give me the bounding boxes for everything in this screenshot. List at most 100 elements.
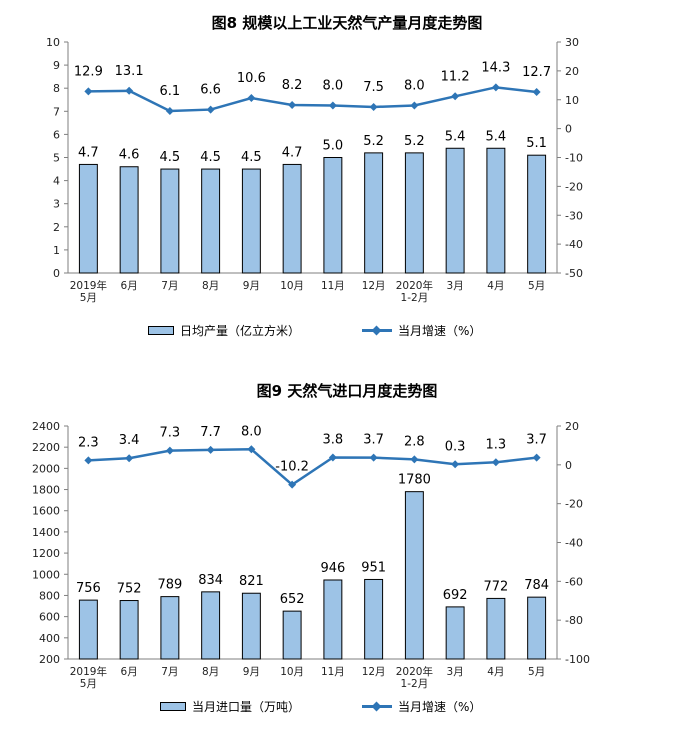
bar: [201, 168, 221, 274]
bar: [323, 579, 343, 660]
chart-canvas: 2004006008001000120014001600180020002200…: [32, 420, 590, 690]
bar: [119, 600, 139, 660]
bar: [282, 610, 302, 660]
bar-data-label: 756: [76, 581, 101, 596]
y-tick-label-left: 1600: [32, 505, 60, 518]
y-tick-label-right: 0: [565, 123, 572, 136]
line-data-label: 3.8: [323, 432, 344, 447]
y-tick-label-left: 200: [39, 653, 60, 666]
legend-line-swatch: [362, 702, 392, 711]
line-point: [288, 100, 297, 109]
line-point: [369, 102, 378, 111]
bar: [323, 157, 343, 274]
x-tick-label: 8月: [202, 280, 219, 292]
line-point: [328, 453, 337, 462]
legend-item-bar: 当月进口量（万吨）: [160, 698, 300, 715]
line-data-label: 7.5: [363, 80, 384, 95]
bar-data-label: 5.0: [323, 139, 344, 154]
legend-line-swatch: [362, 326, 392, 335]
bar: [282, 163, 302, 274]
y-tick-label-right: -10: [565, 152, 583, 165]
x-tick-label: 9月: [243, 666, 260, 678]
y-tick-label-left: 4: [53, 175, 60, 188]
bar-data-label: 4.7: [282, 145, 303, 160]
y-tick-label-left: 400: [39, 632, 60, 645]
line-data-label: 14.3: [481, 60, 510, 75]
line-data-label: 8.0: [404, 79, 425, 94]
bar: [201, 591, 221, 660]
bar: [364, 578, 384, 660]
bar: [78, 599, 98, 660]
bar-data-label: 5.4: [486, 129, 507, 144]
bar: [404, 491, 424, 660]
legend-label: 当月增速（%）: [398, 700, 482, 714]
bar: [241, 592, 261, 660]
line-point: [451, 92, 460, 101]
x-tick-label: 11月: [321, 666, 345, 678]
bar-data-label: 4.7: [78, 145, 99, 160]
line-data-label: 6.6: [200, 83, 221, 98]
line-point: [410, 455, 419, 464]
line-data-label: 13.1: [115, 64, 144, 79]
x-tick-label: 5月: [528, 666, 545, 678]
y-tick-label-right: 10: [565, 94, 579, 107]
x-tick-label: 5月: [80, 292, 97, 304]
y-tick-label-right: -20: [565, 498, 583, 511]
y-tick-label-right: -20: [565, 180, 583, 193]
y-tick-label-right: -50: [565, 267, 583, 280]
line-data-label: 7.3: [160, 426, 181, 441]
bar-data-label: 946: [320, 561, 345, 576]
bar: [160, 168, 180, 274]
legend-label: 当月进口量（万吨）: [192, 700, 301, 714]
y-tick-label-left: 1200: [32, 547, 60, 560]
y-tick-label-right: -100: [565, 653, 590, 666]
legend-item-bar: 日均产量（亿立方米）: [148, 322, 300, 339]
line-point: [84, 456, 93, 465]
bar: [364, 152, 384, 274]
x-tick-label: 4月: [487, 666, 504, 678]
line-data-label: 3.7: [363, 433, 384, 448]
bar-data-label: 4.5: [200, 150, 221, 165]
y-tick-label-right: 30: [565, 36, 579, 49]
x-tick-label: 5月: [528, 280, 545, 292]
legend-item-line: 当月增速（%）: [362, 698, 481, 715]
x-tick-label: 5月: [80, 678, 97, 690]
chart-title: 图8 规模以上工业天然气产量月度走势图: [211, 14, 483, 32]
line-data-label: 1.3: [486, 437, 507, 452]
y-tick-label-left: 2000: [32, 462, 60, 475]
y-tick-label-right: -80: [565, 614, 583, 627]
y-tick-label-left: 2200: [32, 441, 60, 454]
x-tick-label: 7月: [161, 666, 178, 678]
bar: [119, 166, 139, 274]
x-tick-label: 2019年: [70, 665, 107, 678]
bar: [445, 606, 465, 660]
line-point: [328, 101, 337, 110]
chart-imports: 图9 天然气进口月度走势图 200 400 600 800 1000 1200 1400 16…: [0, 370, 694, 732]
x-tick-label: 10月: [280, 280, 304, 292]
y-tick-label-left: 1400: [32, 526, 60, 539]
x-tick-label: 7月: [161, 280, 178, 292]
x-tick-label: 3月: [447, 666, 464, 678]
line-data-label: 3.7: [526, 433, 547, 448]
x-tick-label: 4月: [487, 280, 504, 292]
line-data-label: 3.4: [119, 433, 140, 448]
x-tick-label: 8月: [202, 666, 219, 678]
line-data-label: 7.7: [200, 425, 221, 440]
line-data-label: 10.6: [237, 71, 266, 86]
x-tick-label: 3月: [447, 280, 464, 292]
y-tick-label-left: 0: [53, 267, 60, 280]
bar-data-label: 4.5: [241, 150, 262, 165]
line-point: [206, 105, 215, 114]
bar: [486, 147, 506, 274]
bar: [241, 168, 261, 274]
line-point: [165, 446, 174, 455]
line-point: [288, 480, 297, 489]
chart-production: 图8 规模以上工业天然气产量月度走势图 0 1 2 3 4 5 6 7 8 9 10 -50 -40 -3…: [0, 0, 694, 360]
bar: [486, 597, 506, 660]
line-point: [532, 87, 541, 96]
y-tick-label-left: 2: [53, 221, 60, 234]
bar-data-label: 4.5: [160, 150, 181, 165]
line-data-label: 2.8: [404, 434, 425, 449]
bar-data-label: 5.4: [445, 129, 466, 144]
line-data-label: 8.0: [241, 424, 262, 439]
